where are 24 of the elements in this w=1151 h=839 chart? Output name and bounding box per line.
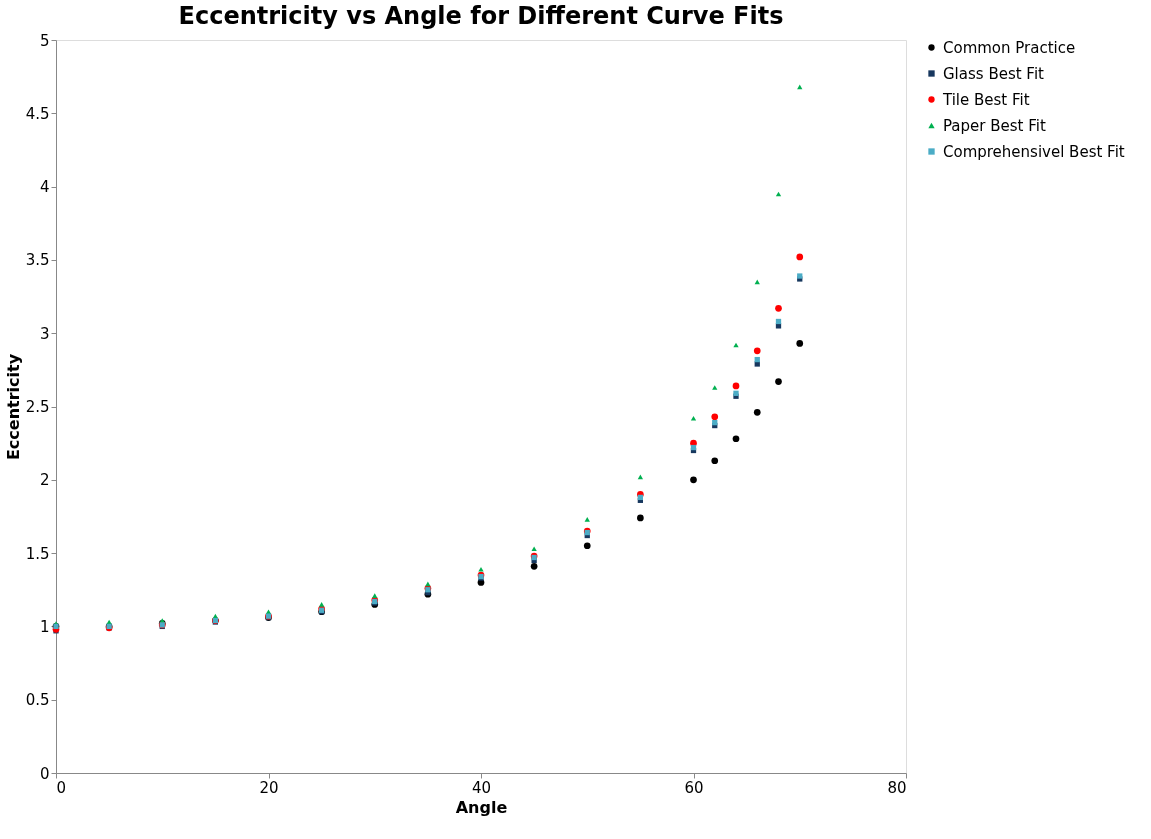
y-tick-label: 4 <box>39 178 50 197</box>
y-tick-label: 3.5 <box>25 251 50 270</box>
y-tick-label: 2 <box>39 471 50 490</box>
legend-label: Glass Best Fit <box>943 64 1045 83</box>
legend-label: Paper Best Fit <box>943 116 1046 135</box>
y-tick-label: 3 <box>39 324 50 343</box>
y-axis-title: Eccentricity <box>3 353 23 461</box>
x-tick-label: 0 <box>56 778 67 797</box>
y-tick-label: 5 <box>39 31 50 50</box>
legend-label: Common Practice <box>943 38 1076 57</box>
y-tick-label: 1 <box>39 617 50 636</box>
x-axis-title: Angle <box>455 797 508 817</box>
y-tick-label: 0.5 <box>25 691 50 710</box>
legend-label: Comprehensivel Best Fit <box>943 142 1125 161</box>
chart-title: Eccentricity vs Angle for Different Curve Fits <box>178 2 784 30</box>
y-tick-label: 2.5 <box>25 398 50 416</box>
x-tick-label: 60 <box>684 778 704 797</box>
x-tick-label: 80 <box>887 778 907 797</box>
legend-label: Tile Best Fit <box>942 90 1030 109</box>
y-tick-label: 4.5 <box>25 104 50 123</box>
x-tick-label: 40 <box>471 778 492 797</box>
y-tick-label: 1.5 <box>25 544 50 563</box>
x-tick-label: 20 <box>259 778 279 797</box>
y-tick-label: 0 <box>39 764 50 783</box>
